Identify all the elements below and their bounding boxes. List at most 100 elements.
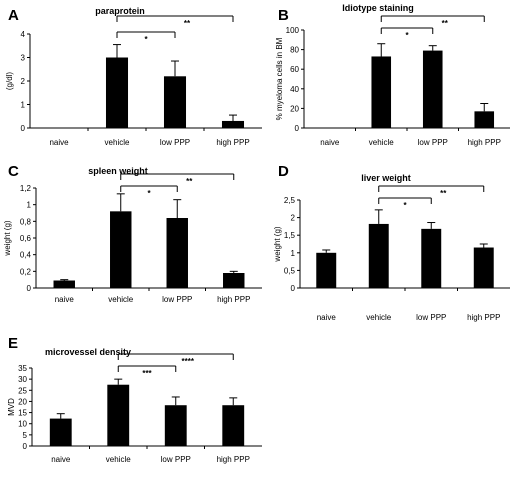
y-tick-label: 0 bbox=[23, 442, 28, 451]
y-tick-label: 0,5 bbox=[284, 266, 296, 275]
y-tick-label: 1 bbox=[27, 201, 32, 210]
category-label: vehicle bbox=[105, 138, 130, 147]
significance-label: * bbox=[147, 189, 151, 198]
category-label: naive bbox=[55, 295, 75, 304]
bar-low-ppp bbox=[166, 218, 188, 288]
y-axis-label: % myeloma cells in BM bbox=[275, 37, 284, 120]
bar-vehicle bbox=[110, 211, 132, 288]
y-tick-label: 0,2 bbox=[20, 267, 32, 276]
bar-naive bbox=[316, 252, 337, 288]
category-label: vehicle bbox=[369, 138, 394, 147]
panel-letter: C bbox=[8, 163, 19, 180]
y-tick-label: 0 bbox=[27, 284, 32, 293]
y-tick-label: 4 bbox=[21, 30, 26, 39]
y-tick-label: 1,2 bbox=[20, 184, 32, 193]
y-tick-label: 35 bbox=[18, 364, 27, 373]
significance-label: ** bbox=[442, 19, 449, 28]
bar-naive bbox=[49, 418, 72, 446]
y-tick-label: 25 bbox=[18, 386, 27, 395]
y-tick-label: 0 bbox=[21, 124, 26, 133]
y-tick-label: 80 bbox=[290, 46, 299, 55]
significance-label: ** bbox=[184, 19, 191, 28]
significance-label: ** bbox=[186, 177, 193, 186]
significance-label: *** bbox=[142, 369, 152, 378]
y-axis-label: MVD bbox=[7, 398, 16, 416]
bar-high-ppp bbox=[221, 120, 245, 128]
y-tick-label: 20 bbox=[290, 104, 299, 113]
panel-letter: E bbox=[8, 335, 18, 352]
category-label: high PPP bbox=[216, 138, 249, 147]
chart-title: liver weight bbox=[361, 173, 411, 183]
category-label: high PPP bbox=[217, 295, 250, 304]
category-label: high PPP bbox=[467, 313, 500, 322]
significance-label: **** bbox=[182, 357, 195, 366]
category-label: high PPP bbox=[217, 455, 250, 464]
y-tick-label: 100 bbox=[286, 26, 300, 35]
category-label: low PPP bbox=[160, 138, 190, 147]
category-label: naive bbox=[49, 138, 69, 147]
bar-vehicle bbox=[371, 56, 392, 128]
bar-low-ppp bbox=[164, 405, 187, 446]
y-tick-label: 0,4 bbox=[20, 251, 32, 260]
y-tick-label: 0,6 bbox=[20, 234, 32, 243]
bar-high-ppp bbox=[222, 405, 245, 446]
y-tick-label: 3 bbox=[21, 54, 26, 63]
y-tick-label: 1 bbox=[291, 249, 296, 258]
category-label: naive bbox=[317, 313, 337, 322]
y-tick-label: 0,8 bbox=[20, 217, 32, 226]
bar-low-ppp bbox=[163, 76, 187, 128]
significance-label: * bbox=[403, 201, 407, 210]
significance-label: ** bbox=[440, 189, 447, 198]
significance-label: * bbox=[144, 35, 148, 44]
y-axis-label: (g/dl) bbox=[5, 72, 14, 91]
y-tick-label: 2,5 bbox=[284, 196, 296, 205]
bar-low-ppp bbox=[421, 228, 442, 288]
chart-title: microvessel density bbox=[45, 347, 131, 357]
panel-letter: B bbox=[278, 7, 289, 24]
y-tick-label: 60 bbox=[290, 65, 299, 74]
y-tick-label: 1,5 bbox=[284, 231, 296, 240]
y-tick-label: 2 bbox=[291, 214, 296, 223]
category-label: naive bbox=[51, 455, 71, 464]
bar-naive bbox=[53, 280, 75, 288]
category-label: vehicle bbox=[108, 295, 133, 304]
y-tick-label: 15 bbox=[18, 409, 27, 418]
bar-vehicle bbox=[107, 384, 130, 446]
category-label: low PPP bbox=[161, 455, 191, 464]
category-label: naive bbox=[320, 138, 340, 147]
significance-label: * bbox=[405, 31, 409, 40]
panel-letter: A bbox=[8, 7, 19, 24]
category-label: vehicle bbox=[106, 455, 131, 464]
bar-vehicle bbox=[368, 223, 389, 288]
y-tick-label: 10 bbox=[18, 420, 27, 429]
category-label: high PPP bbox=[468, 138, 501, 147]
bar-high-ppp bbox=[473, 247, 494, 288]
y-tick-label: 1 bbox=[21, 101, 26, 110]
y-axis-label: weight (g) bbox=[273, 226, 282, 262]
panel-b: B Idiotype staining 0 20 40 60 80 100% myeloma … bbox=[275, 3, 510, 147]
category-label: low PPP bbox=[416, 313, 446, 322]
chart-title: paraprotein bbox=[95, 6, 145, 16]
y-tick-label: 0 bbox=[295, 124, 300, 133]
y-tick-label: 5 bbox=[23, 431, 28, 440]
y-tick-label: 40 bbox=[290, 85, 299, 94]
y-tick-label: 0 bbox=[291, 284, 296, 293]
bar-low-ppp bbox=[422, 50, 443, 128]
category-label: low PPP bbox=[162, 295, 192, 304]
bar-vehicle bbox=[105, 57, 129, 128]
y-tick-label: 20 bbox=[18, 397, 27, 406]
y-tick-label: 30 bbox=[18, 375, 27, 384]
category-label: low PPP bbox=[418, 138, 448, 147]
category-label: vehicle bbox=[366, 313, 391, 322]
panel-letter: D bbox=[278, 163, 289, 180]
y-tick-label: 2 bbox=[21, 77, 26, 86]
bar-high-ppp bbox=[474, 111, 495, 128]
chart-title: Idiotype staining bbox=[342, 3, 414, 13]
bar-high-ppp bbox=[223, 273, 245, 288]
y-axis-label: weight (g) bbox=[3, 220, 12, 256]
